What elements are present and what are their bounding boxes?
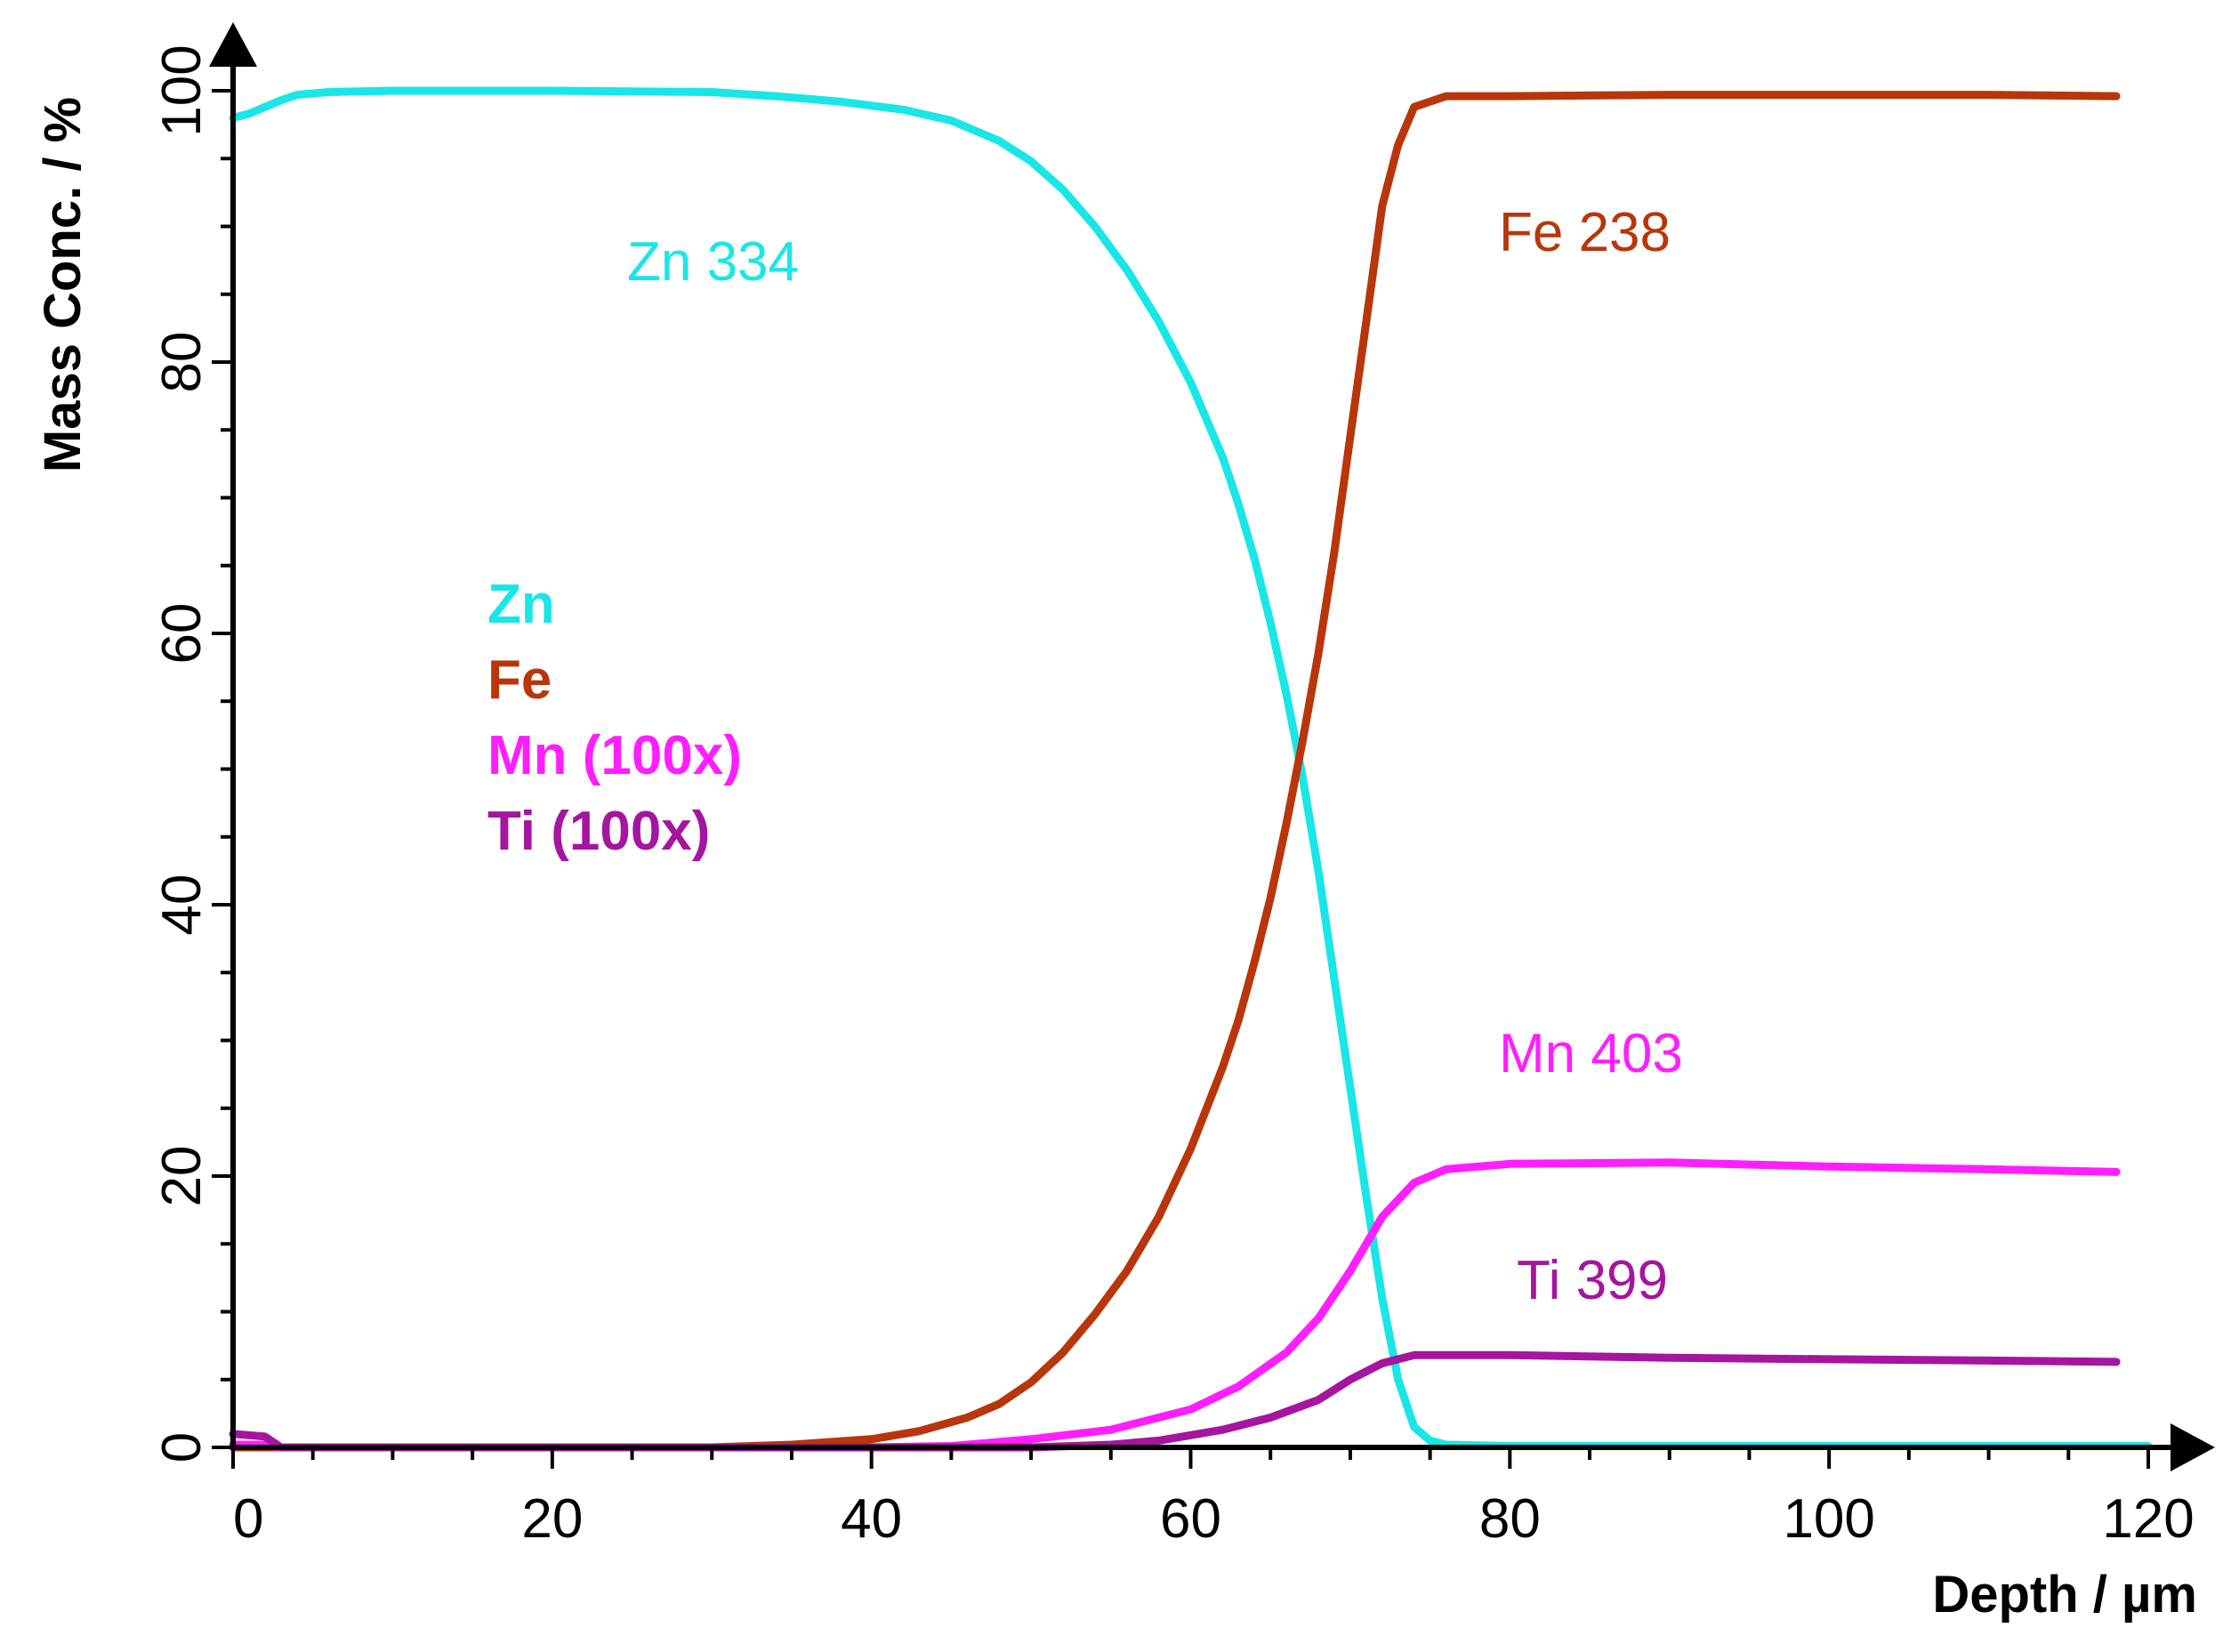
y-tick-label: 80	[151, 332, 213, 393]
y-tick-label: 60	[151, 603, 213, 665]
y-tick-label: 0	[151, 1432, 213, 1463]
y-tick-label: 20	[151, 1146, 213, 1207]
x-tick-label: 40	[841, 1488, 902, 1550]
x-tick-label: 0	[233, 1488, 263, 1550]
legend: Zn Fe Mn (100x) Ti (100x)	[487, 574, 742, 862]
x-axis-title: Depth / µm	[1932, 1566, 2197, 1624]
y-axis-arrow	[209, 22, 257, 67]
axes: 0 20 40 60 80 100 120 0 20 40 60 80 100	[151, 22, 2215, 1550]
x-axis-arrow	[2171, 1423, 2215, 1471]
zn-curve-label: Zn 334	[627, 231, 799, 293]
ti-series-line	[229, 1350, 2121, 1452]
legend-item-fe: Fe	[487, 649, 552, 711]
y-axis-title: Mass Conc. / %	[34, 97, 92, 472]
mn-curve-label: Mn 403	[1499, 1023, 1683, 1084]
x-tick-label: 100	[1783, 1488, 1874, 1550]
mn-series-line	[229, 1158, 2121, 1452]
fe-series-line	[229, 91, 2121, 1452]
fe-curve-label: Fe 238	[1499, 202, 1671, 263]
legend-item-ti: Ti (100x)	[487, 801, 710, 862]
x-tick-label: 60	[1160, 1488, 1221, 1550]
zn-series-line	[229, 86, 2153, 1450]
y-tick-label: 40	[151, 874, 213, 936]
ti-curve-label: Ti 399	[1517, 1250, 1668, 1311]
y-tick-label: 100	[151, 44, 213, 136]
legend-item-mn: Mn (100x)	[487, 725, 742, 786]
x-tick-label: 20	[521, 1488, 583, 1550]
x-tick-label: 80	[1479, 1488, 1541, 1550]
x-tick-label: 120	[2102, 1488, 2194, 1550]
legend-item-zn: Zn	[487, 574, 555, 635]
